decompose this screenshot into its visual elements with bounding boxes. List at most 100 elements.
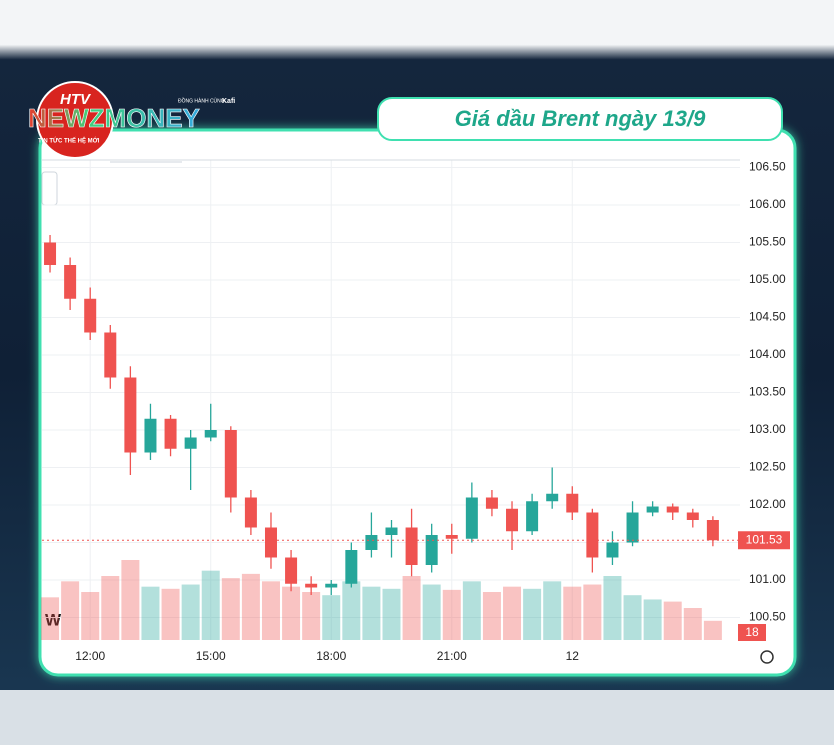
candle-body	[425, 535, 438, 565]
volume-bar	[663, 601, 682, 640]
candle-body	[164, 418, 177, 449]
volume-bar	[81, 592, 100, 640]
candle-body	[526, 501, 539, 532]
volume-bar	[563, 586, 582, 640]
volume-bar	[683, 608, 702, 640]
title-box	[377, 97, 783, 141]
candle-body	[104, 332, 117, 378]
last-price-label: 101.53	[746, 532, 783, 546]
volume-bar	[261, 581, 280, 640]
candle-body	[646, 506, 659, 513]
volume-bar	[181, 584, 200, 640]
logo-tagline: TIN TỨC THẾ HỆ MỚI	[38, 137, 100, 145]
logo-badge	[36, 81, 114, 159]
x-tick-label: 21:00	[437, 649, 467, 663]
x-tick-label: 12	[566, 649, 580, 663]
last-price-tag	[738, 531, 790, 550]
candle-body	[566, 493, 579, 513]
volume-bar	[523, 588, 542, 640]
volume-bar	[422, 584, 441, 640]
candle-body	[305, 583, 318, 588]
candle-body	[204, 430, 217, 438]
volume-bar	[503, 586, 522, 640]
volume-bar	[703, 620, 722, 640]
volume-bar	[61, 581, 80, 640]
volume-bar	[241, 573, 260, 640]
candle-body	[224, 430, 237, 498]
volume-bar	[462, 581, 481, 640]
candle-body	[44, 242, 57, 265]
candle-body	[706, 520, 719, 541]
y-tick-label: 102.50	[749, 460, 786, 474]
volume-bar	[643, 599, 662, 640]
volume-bar	[362, 586, 381, 640]
volume-bar	[402, 576, 421, 640]
candle-body	[405, 527, 418, 565]
plot: 100.50101.00101.50102.00102.50103.00103.…	[41, 159, 790, 663]
y-tick-label: 103.00	[749, 422, 786, 436]
settings-icon[interactable]	[760, 650, 774, 664]
volume-bar	[201, 570, 220, 640]
volume-bar	[121, 560, 140, 640]
y-tick-label: 103.50	[749, 385, 786, 399]
y-tick-label: 106.00	[749, 197, 786, 211]
candle-body	[264, 527, 277, 558]
volume-bar	[322, 595, 341, 640]
candle-body	[64, 265, 77, 299]
logo-badge-text: HTV	[60, 91, 92, 108]
y-tick-label: 105.00	[749, 272, 786, 286]
volume-bar	[382, 588, 401, 640]
y-tick-label: 104.00	[749, 347, 786, 361]
candle-body	[184, 437, 197, 449]
volume-bar	[302, 592, 321, 640]
volume-bar	[101, 576, 120, 640]
x-tick-label: 15:00	[196, 649, 226, 663]
y-tick-label: 105.50	[749, 235, 786, 249]
candle-body	[244, 497, 257, 528]
volume-bar	[161, 588, 180, 640]
volume-bar	[442, 589, 461, 640]
y-tick-label: 102.00	[749, 497, 786, 511]
candle-body	[586, 512, 599, 558]
y-tick-label: 100.50	[749, 610, 786, 624]
volume-bar	[141, 586, 160, 640]
candle-body	[445, 535, 458, 539]
sponsor: ĐỒNG HÀNH CÙNG	[178, 97, 225, 104]
y-tick-label: 104.50	[749, 310, 786, 324]
side-button[interactable]	[41, 171, 58, 206]
volume-bar	[342, 581, 361, 640]
bottom-band	[0, 690, 834, 745]
candle-body	[546, 493, 559, 502]
watermark: W	[45, 610, 62, 629]
candle-body	[385, 527, 398, 535]
volume-tag	[738, 624, 766, 641]
title: Giá dầu Brent ngày 13/9	[455, 106, 706, 131]
x-tick-label: 12:00	[75, 649, 105, 663]
volume-bar	[41, 597, 60, 640]
volume-bar	[221, 578, 240, 640]
candle-body	[626, 512, 639, 543]
candle-body	[84, 298, 97, 333]
volume-bar	[623, 595, 642, 640]
volume-bar	[583, 584, 602, 640]
volume-bar	[603, 576, 622, 640]
candle-body	[365, 535, 378, 550]
x-tick-label: 18:00	[316, 649, 346, 663]
y-tick-label: 101.00	[749, 572, 786, 586]
y-tick-label: 106.50	[749, 160, 786, 174]
candle-body	[285, 557, 298, 584]
volume-label: 18	[745, 625, 759, 639]
logo-main: NEWZMONEY	[28, 103, 200, 133]
candle-body	[666, 506, 679, 513]
candle-body	[686, 512, 699, 520]
candle-body	[144, 418, 157, 453]
candle-body	[506, 508, 519, 532]
candle-body	[325, 583, 338, 588]
candle-body	[345, 550, 358, 584]
sponsor-name: Kafi	[222, 98, 235, 105]
candle-body	[465, 497, 478, 539]
candle-body	[124, 377, 137, 453]
candle-body	[485, 497, 498, 509]
